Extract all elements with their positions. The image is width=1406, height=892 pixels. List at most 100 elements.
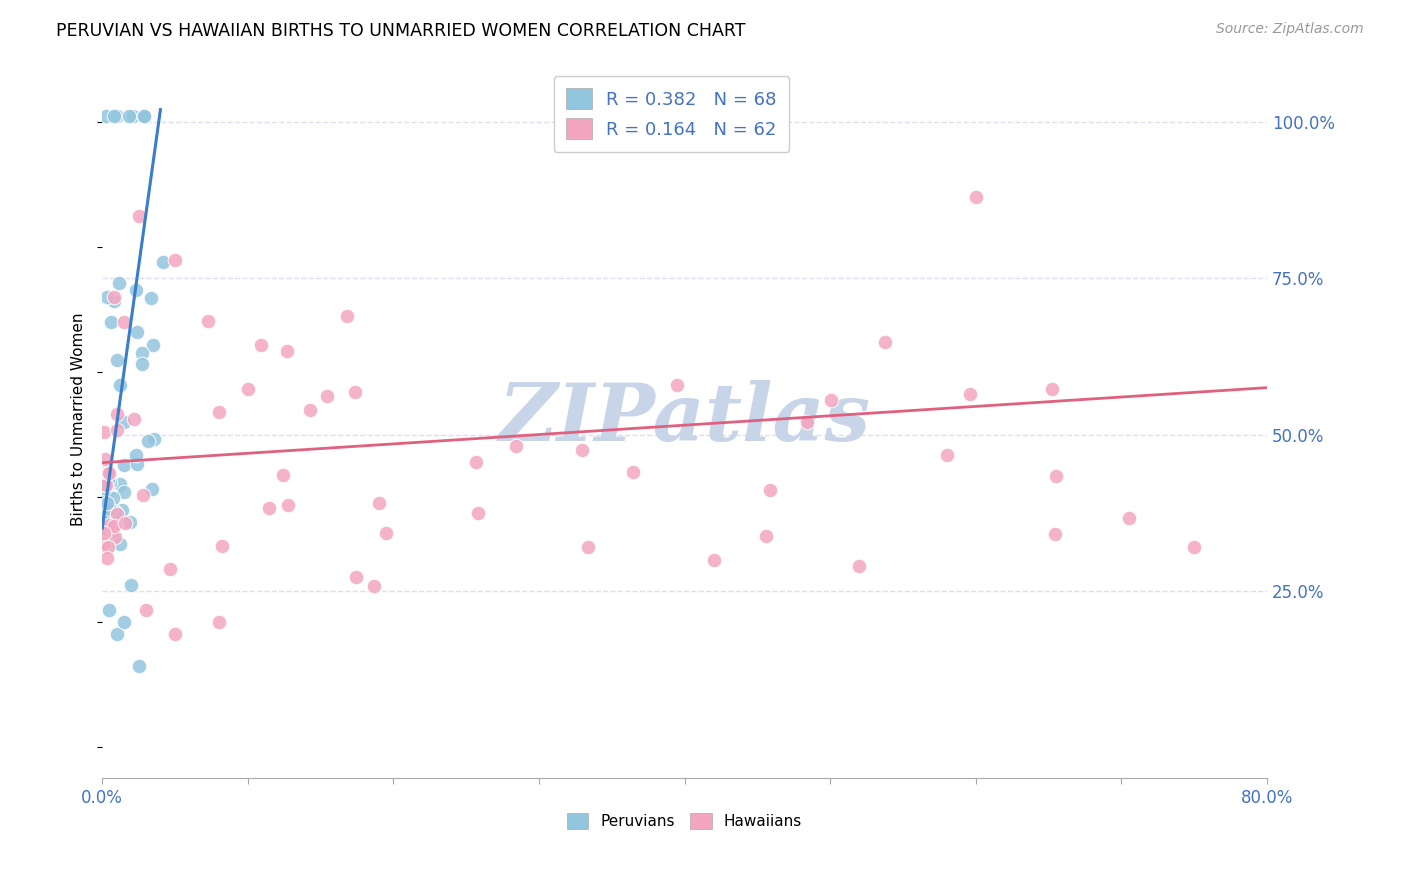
Point (103, 501, 125, 516)
Point (96, 486, 118, 500)
Point (108, 276, 131, 290)
Point (108, 537, 131, 551)
Point (111, 502, 134, 516)
Point (93, 475, 115, 490)
Point (93, 468, 115, 483)
Point (118, 515, 141, 529)
Point (97, 541, 120, 555)
Point (93, 537, 115, 551)
Point (93, 506, 115, 520)
Point (363, 579, 385, 593)
Point (93, 478, 115, 492)
Point (94, 534, 117, 549)
Point (93, 500, 115, 515)
Point (118, 109, 141, 123)
Point (96, 540, 118, 554)
Point (159, 561, 181, 575)
Point (103, 109, 125, 123)
Point (703, 552, 725, 566)
Point (755, 529, 778, 543)
Point (131, 346, 153, 360)
Point (112, 615, 135, 629)
Point (276, 344, 298, 359)
Point (96, 511, 118, 525)
Point (112, 485, 135, 500)
Point (125, 325, 148, 339)
Point (101, 519, 124, 533)
Point (112, 458, 135, 472)
Point (959, 387, 981, 401)
Point (94, 481, 117, 495)
Y-axis label: Births to Unmarried Women: Births to Unmarried Women (72, 312, 86, 525)
Point (97, 517, 120, 532)
Point (105, 109, 128, 123)
Point (105, 627, 128, 641)
Point (93, 476, 115, 491)
Point (197, 314, 219, 328)
Point (96, 496, 118, 510)
Point (465, 455, 488, 469)
Point (97, 473, 120, 487)
Point (848, 558, 870, 573)
Point (135, 602, 157, 616)
Point (97, 502, 120, 516)
Point (96, 551, 118, 566)
Point (104, 530, 127, 544)
Legend: Peruvians, Hawaiians: Peruvians, Hawaiians (561, 807, 808, 835)
Point (298, 403, 321, 417)
Point (571, 443, 593, 458)
Point (100, 529, 122, 543)
Point (100, 514, 122, 528)
Point (128, 658, 150, 673)
Point (344, 570, 367, 584)
Point (96, 478, 118, 492)
Point (125, 283, 148, 297)
Point (94, 451, 117, 466)
Point (94, 474, 117, 488)
Point (100, 315, 122, 329)
Point (107, 507, 129, 521)
Point (277, 498, 299, 512)
Point (108, 377, 131, 392)
Point (98, 517, 121, 532)
Point (94, 535, 117, 549)
Point (96, 482, 118, 496)
Point (93, 425, 115, 439)
Point (125, 457, 148, 471)
Point (97, 467, 120, 481)
Point (128, 209, 150, 223)
Point (208, 615, 231, 629)
Point (1045, 469, 1067, 483)
Point (97, 466, 120, 480)
Point (93, 529, 115, 543)
Point (666, 378, 689, 392)
Point (114, 516, 136, 530)
Point (103, 294, 125, 309)
Point (163, 252, 186, 267)
Point (94, 506, 117, 520)
Point (103, 290, 125, 304)
Point (112, 315, 135, 329)
Point (98, 475, 121, 490)
Point (208, 405, 231, 419)
Point (93, 526, 115, 541)
Point (141, 291, 163, 305)
Point (375, 526, 398, 541)
Point (1045, 527, 1067, 541)
Point (1182, 540, 1205, 554)
Point (132, 109, 155, 123)
Point (368, 496, 391, 510)
Point (132, 488, 155, 502)
Point (96, 480, 118, 494)
Point (94, 526, 117, 541)
Point (93, 471, 115, 485)
Point (163, 627, 186, 641)
Point (101, 501, 124, 516)
Point (98, 602, 121, 616)
Point (271, 468, 294, 483)
Point (578, 541, 600, 555)
Point (336, 309, 359, 323)
Point (101, 491, 124, 506)
Point (97, 467, 120, 482)
Point (1040, 382, 1063, 396)
